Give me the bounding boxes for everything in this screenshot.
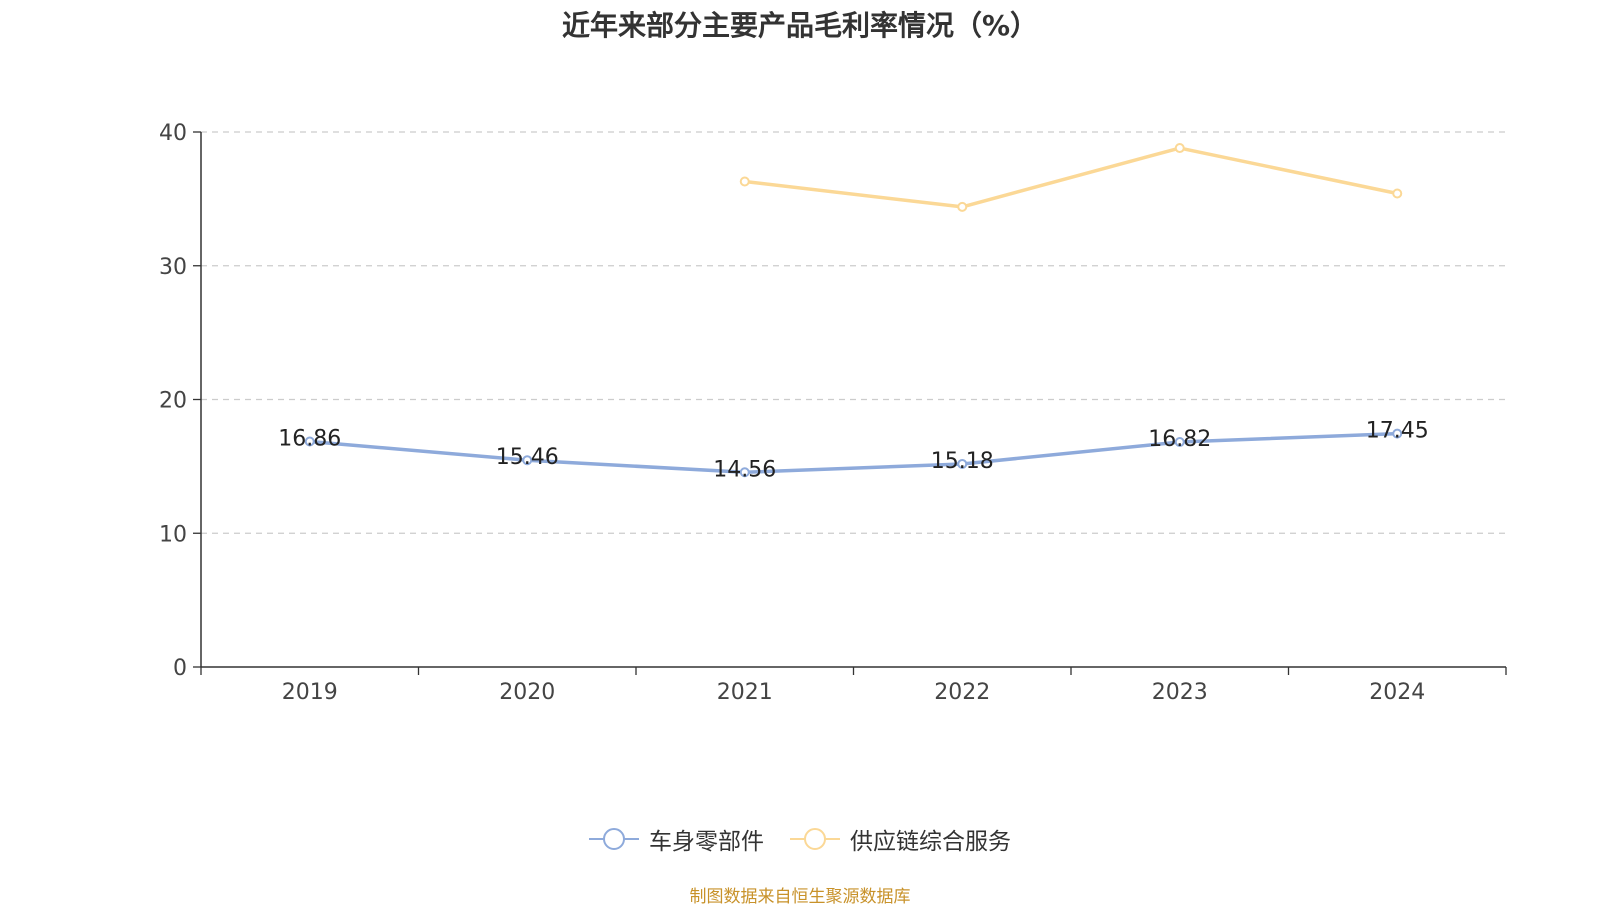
data-label-0-2: 14.56 (713, 457, 776, 482)
series-line-0-0 (309, 431, 1398, 475)
y-tick-label-4: 40 (159, 121, 187, 146)
data-label-0-3: 15.18 (931, 449, 994, 474)
data-point-0-1 (522, 455, 533, 466)
data-label-0-1: 15.46 (496, 445, 559, 470)
legend-item-series-1[interactable]: 供应链综合服务 (790, 822, 1011, 856)
data-point-1-5 (1392, 188, 1403, 199)
legend-item-series-0[interactable]: 车身零部件 (589, 822, 764, 856)
y-tick-label-2: 20 (159, 389, 187, 414)
chart-title: 近年来部分主要产品毛利率情况（%） (561, 9, 1039, 42)
data-point-0-4 (1174, 437, 1185, 448)
x-tick-label-1: 2020 (499, 680, 555, 705)
data-point-0-3 (957, 458, 968, 469)
data-point-0-0 (304, 436, 315, 447)
x-tick-label-4: 2023 (1152, 680, 1208, 705)
y-tick-label-3: 30 (159, 255, 187, 280)
legend-swatch-series-0 (589, 828, 639, 850)
x-tick-label-5: 2024 (1369, 680, 1425, 705)
data-point-0-5 (1392, 428, 1403, 439)
chart-legend: 车身零部件 供应链综合服务 (0, 822, 1600, 856)
x-tick-label-3: 2022 (934, 680, 990, 705)
y-tick-label-0: 0 (173, 656, 187, 681)
data-point-1-3 (957, 201, 968, 212)
x-tick-label-0: 2019 (282, 680, 338, 705)
legend-swatch-series-1 (790, 828, 840, 850)
data-label-0-0: 16.86 (278, 426, 341, 451)
legend-label-series-0: 车身零部件 (649, 829, 764, 855)
x-tick-label-2: 2021 (717, 680, 773, 705)
data-source-note: 制图数据来自恒生聚源数据库 (689, 887, 911, 907)
data-label-0-4: 16.82 (1148, 427, 1211, 452)
data-point-1-2 (739, 176, 750, 187)
y-tick-label-1: 10 (159, 522, 187, 547)
data-point-1-4 (1174, 143, 1185, 154)
series-line-1-0 (744, 146, 1398, 209)
data-label-0-5: 17.45 (1366, 419, 1429, 444)
data-point-0-2 (739, 467, 750, 478)
legend-label-series-1: 供应链综合服务 (850, 829, 1011, 855)
